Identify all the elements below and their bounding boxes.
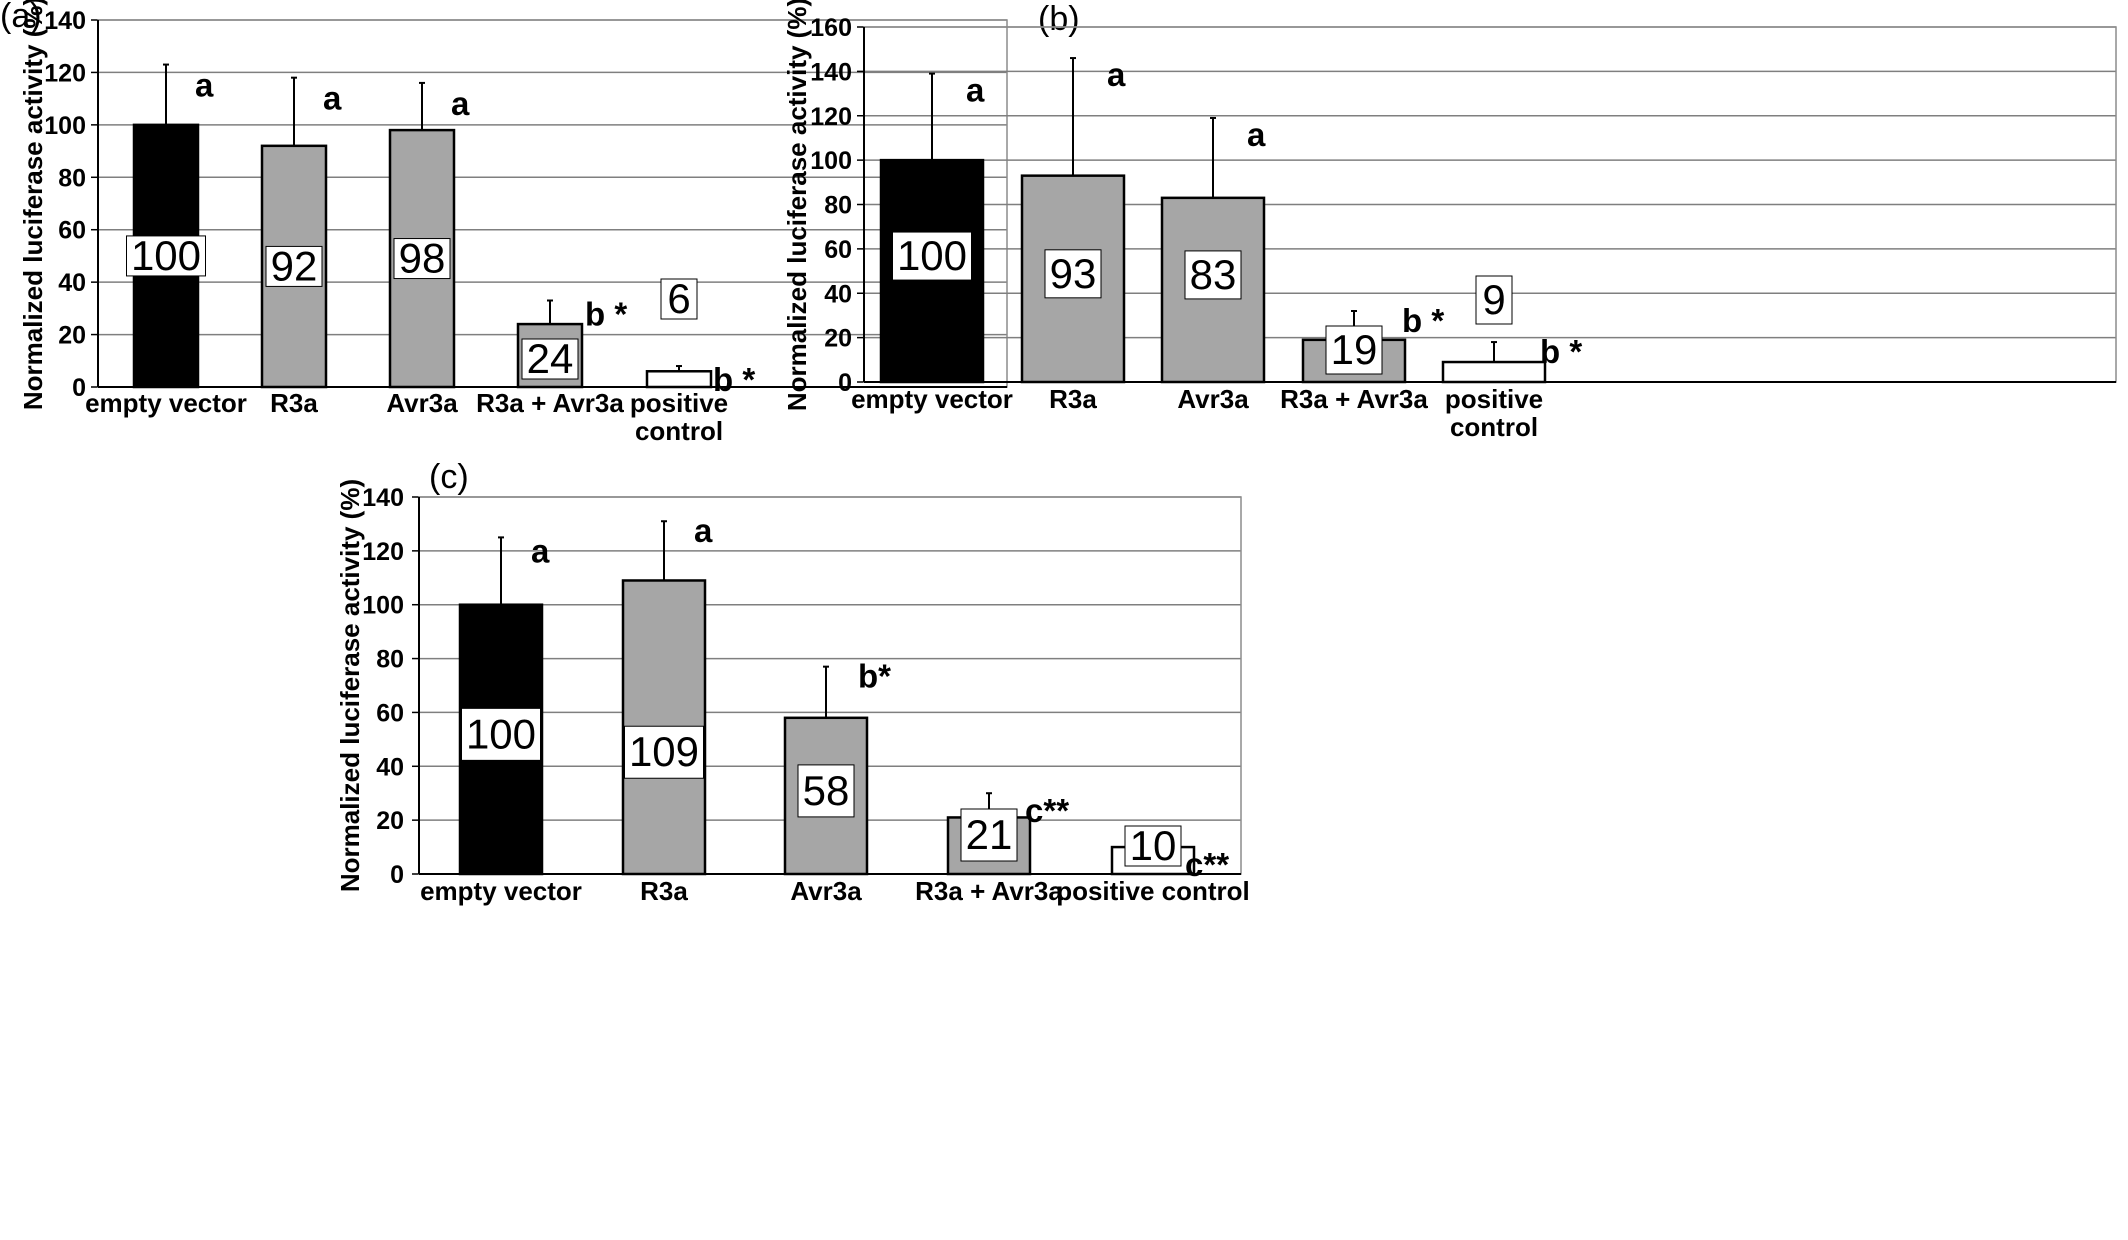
significance-label: c** [1025,792,1069,829]
category-label: positive control [1056,876,1250,906]
y-tick-label: 140 [810,58,852,86]
significance-label: a [531,532,550,569]
category-label: empty vector [420,876,582,906]
significance-label: a [323,80,342,117]
y-axis-title: Normalized luciferase activity (%) [782,0,812,411]
significance-label: c** [1185,846,1229,883]
y-tick-label: 100 [44,112,86,140]
y-tick-label: 0 [390,861,404,889]
category-label: R3a [640,876,688,906]
category-label: R3a + Avr3a [915,876,1063,906]
y-tick-label: 0 [838,369,852,397]
value-label-box [1124,825,1182,867]
y-tick-label: 60 [376,699,404,727]
category-label: empty vector [85,388,247,418]
significance-label: b * [1402,302,1444,339]
y-tick-label: 40 [376,753,404,781]
bar [1441,360,1547,384]
y-tick-label: 60 [824,236,852,264]
category-label: positive control [1445,384,1543,442]
value-label-box [1044,249,1102,299]
panel-label: (b) [1038,0,1080,38]
value-label: 92 [271,242,318,289]
value-label: 83 [1190,251,1237,298]
y-axis-title: Normalized luciferase activity (%) [335,479,365,892]
value-label-box [521,338,579,380]
category-label: R3a + Avr3a [1280,384,1428,414]
value-label: 100 [466,710,536,757]
y-tick-label: 40 [824,280,852,308]
significance-label: b * [713,361,755,398]
significance-label: a [1247,116,1266,153]
value-label-box [892,231,972,281]
panel-label: (a) [0,0,42,35]
value-label-box [960,808,1018,862]
y-tick-label: 20 [376,807,404,835]
y-tick-label: 100 [810,147,852,175]
y-tick-label: 80 [376,646,404,674]
value-label-box [1184,250,1242,300]
y-tick-label: 120 [44,59,86,87]
value-label-box [1325,325,1383,375]
y-tick-label: 80 [58,164,86,192]
significance-label: a [195,67,214,104]
value-label: 109 [629,728,699,775]
y-tick-label: 0 [72,374,86,402]
significance-label: a [451,85,470,122]
panel-label: (c) [429,458,469,496]
bar [1020,174,1126,384]
category-label: positive control [630,388,728,446]
significance-label: a [966,72,985,109]
value-label: 19 [1331,326,1378,373]
category-label: Avr3a [790,876,862,906]
significance-label: b* [858,658,891,695]
y-tick-label: 20 [58,322,86,350]
value-label: 10 [1130,822,1177,869]
value-label-box [624,725,704,779]
category-label: R3a [270,388,318,418]
y-tick-label: 140 [362,484,404,512]
value-label-box [461,707,541,761]
value-label-box [660,278,698,320]
significance-label: a [694,512,713,549]
significance-label: b * [585,295,627,332]
y-tick-label: 20 [824,325,852,353]
significance-label: a [1107,56,1126,93]
y-tick-label: 40 [58,269,86,297]
y-tick-label: 80 [824,192,852,220]
y-tick-label: 100 [362,592,404,620]
value-label: 58 [803,767,850,814]
category-label: R3a [1049,384,1097,414]
y-tick-label: 120 [362,538,404,566]
value-label-box [265,245,323,287]
category-label: R3a + Avr3a [476,388,624,418]
category-label: Avr3a [1177,384,1249,414]
value-label: 24 [527,335,574,382]
value-label-box [393,238,451,280]
bar [645,370,713,389]
value-label: 93 [1050,250,1097,297]
value-label-box [797,764,855,818]
y-tick-label: 120 [810,103,852,131]
category-label: empty vector [851,384,1013,414]
y-tick-label: 60 [58,217,86,245]
value-label: 9 [1482,276,1505,323]
value-label: 98 [399,235,446,282]
y-tick-label: 160 [810,14,852,42]
value-label: 21 [966,811,1013,858]
value-label: 100 [897,232,967,279]
significance-label: b * [1540,333,1582,370]
y-axis-title: Normalized luciferase activity (%) [18,0,48,410]
value-label: 6 [667,275,690,322]
y-tick-label: 140 [44,7,86,35]
value-label-box [126,235,206,277]
category-label: Avr3a [386,388,458,418]
value-label-box [1475,275,1513,325]
value-label: 100 [131,232,201,279]
